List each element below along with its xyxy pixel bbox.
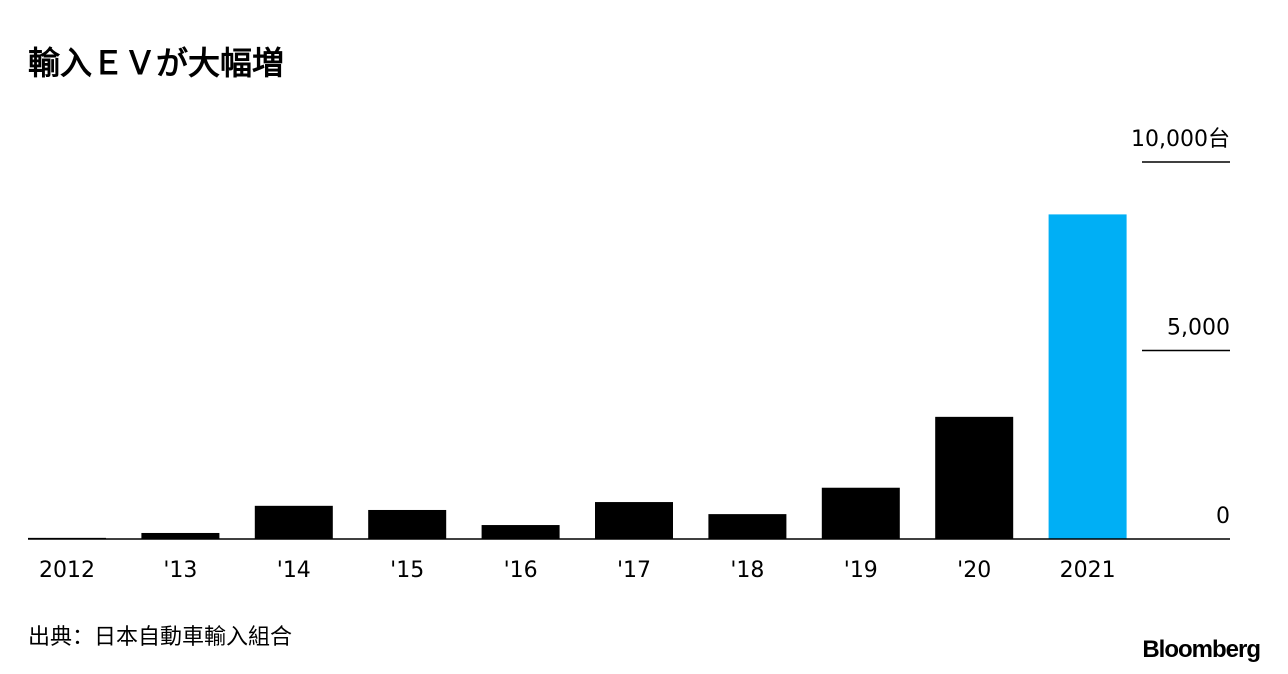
x-tick-label: '15 (390, 558, 424, 583)
x-tick-label: '20 (957, 558, 991, 583)
x-tick-label: '17 (617, 558, 651, 583)
bar (368, 509, 447, 539)
chart-title: 輸入ＥＶが大幅増 (28, 44, 284, 82)
x-tick-label: 2012 (39, 558, 95, 583)
bar (708, 514, 787, 539)
bar (595, 502, 673, 539)
source-note: 出典：日本自動車輸入組合 (28, 625, 292, 650)
y-tick-label: 0 (1216, 504, 1230, 529)
bar (935, 416, 1014, 539)
x-tick-label: '14 (277, 558, 311, 583)
y-tick-label: 5,000 (1167, 316, 1230, 341)
x-tick-label: '16 (504, 558, 538, 583)
bar (1048, 214, 1127, 539)
bar (254, 505, 333, 539)
bar (821, 487, 900, 539)
x-tick-label: '13 (163, 558, 197, 583)
y-tick-label: 10,000台 (1131, 127, 1230, 152)
brand-logo: Bloomberg (1142, 636, 1260, 663)
x-tick-label: '19 (844, 558, 878, 583)
bar (481, 525, 560, 539)
x-tick-label: 2021 (1060, 558, 1116, 583)
x-tick-label: '18 (730, 558, 764, 583)
bar (141, 532, 220, 539)
